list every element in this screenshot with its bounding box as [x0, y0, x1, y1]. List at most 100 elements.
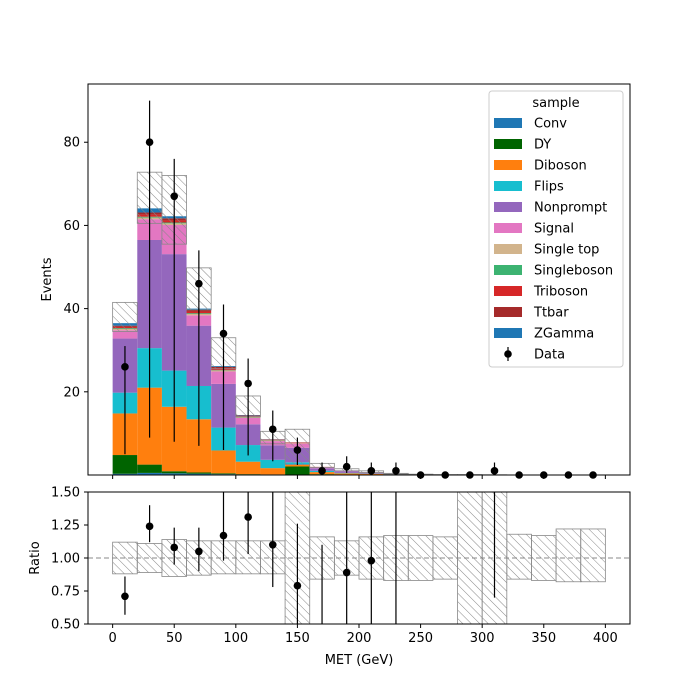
legend-entry-label: Nonprompt — [534, 201, 607, 216]
x-axis-label: MET (GeV) — [325, 653, 394, 668]
ratio-point — [342, 568, 351, 577]
ratio-point — [121, 592, 129, 601]
bar-diboson — [285, 464, 310, 467]
x-tick-label: 50 — [166, 631, 183, 646]
bar-dy — [186, 472, 212, 474]
legend: sample Conv DY Diboson Flips Nonprompt Signal S… — [488, 90, 624, 368]
main-y-tick-label: 80 — [63, 136, 80, 151]
ratio-uncertainty-band — [580, 528, 606, 583]
ratio-y-axis-label: Ratio — [28, 541, 43, 574]
mc-uncertainty-band — [112, 301, 138, 332]
bar-dy — [161, 471, 187, 474]
x-tick-label: 300 — [470, 631, 495, 646]
legend-box — [488, 90, 624, 368]
x-tick-label: 0 — [108, 631, 116, 646]
legend-entry-label: ZGamma — [534, 327, 594, 342]
ratio-point — [367, 556, 376, 565]
legend-entry-label: Data — [534, 348, 565, 363]
legend-entry-label: Flips — [534, 180, 564, 195]
data-point — [490, 467, 499, 475]
legend-entry-label: Triboson — [533, 285, 588, 300]
data-point — [195, 279, 203, 288]
x-tick-label: 200 — [347, 631, 372, 646]
ratio-panel — [88, 492, 630, 624]
data-point — [318, 467, 326, 475]
ratio-y-tick-label: 0.75 — [51, 585, 80, 600]
legend-swatch — [494, 181, 522, 191]
data-point — [367, 467, 376, 475]
x-tick-label: 350 — [531, 631, 556, 646]
ratio-y-tick-label: 0.50 — [51, 618, 80, 633]
data-point — [392, 467, 400, 475]
data-point — [342, 462, 351, 471]
legend-entry-label: Conv — [534, 117, 567, 132]
legend-swatch — [494, 223, 522, 233]
legend-swatch — [494, 307, 522, 317]
data-point — [145, 138, 154, 147]
main-panel — [112, 100, 597, 479]
ratio-y-tick-label: 1.50 — [51, 486, 80, 501]
bar-conv — [137, 472, 162, 475]
bar-diboson — [235, 461, 261, 475]
bar-dy — [285, 466, 310, 475]
legend-swatch — [494, 118, 522, 128]
legend-swatch — [494, 244, 522, 254]
ratio-uncertainty-band — [136, 543, 163, 573]
x-tick-label: 100 — [223, 631, 248, 646]
legend-entry-label: Single top — [534, 243, 599, 258]
bar-conv — [186, 473, 212, 475]
legend-entry-label: Singleboson — [534, 264, 613, 279]
legend-entry-label: DY — [534, 138, 551, 153]
data-point — [219, 329, 228, 338]
legend-title: sample — [532, 96, 579, 111]
legend-entry-label: Signal — [534, 222, 574, 237]
bar-dy — [137, 464, 162, 473]
legend-swatch — [494, 286, 522, 296]
stack-bars — [112, 171, 508, 475]
ratio-point — [244, 513, 252, 521]
ratio-y-tick-label: 1.00 — [51, 552, 80, 567]
bar-dy — [112, 455, 138, 474]
ratio-point — [145, 522, 154, 531]
bar-diboson — [260, 468, 286, 475]
ratio-point — [195, 547, 203, 556]
main-y-axis-label: Events — [40, 257, 55, 301]
data-point — [121, 363, 129, 371]
ratio-uncertainty-band — [506, 533, 532, 580]
ratio-point — [268, 541, 277, 549]
ratio-uncertainty-band — [555, 528, 582, 583]
legend-swatch — [494, 160, 522, 170]
bar-diboson — [211, 450, 236, 474]
bar-conv — [112, 473, 138, 475]
ratio-point — [293, 581, 302, 590]
data-point — [244, 379, 252, 388]
ratio-point — [219, 531, 228, 540]
bar-dy — [211, 473, 236, 475]
main-y-tick-label: 20 — [63, 385, 80, 400]
legend-swatch — [494, 265, 522, 275]
data-point — [170, 192, 179, 201]
data-point — [293, 446, 302, 454]
bar-flips — [260, 459, 286, 469]
legend-swatch — [494, 139, 522, 149]
axes-layer: 0 50 100 150 200 250 300 350 400 MET (GeV) 20 40 60 8… — [28, 83, 631, 668]
x-tick-label: 400 — [593, 631, 618, 646]
x-tick-label: 250 — [408, 631, 433, 646]
legend-entry-label: Diboson — [534, 159, 587, 174]
bar-conv — [161, 473, 187, 475]
main-y-tick-label: 40 — [63, 302, 80, 317]
x-tick-label: 150 — [285, 631, 310, 646]
legend-entry-label: Ttbar — [533, 306, 569, 321]
legend-swatch — [494, 202, 522, 212]
legend-swatch — [494, 328, 522, 338]
legend-data-marker — [504, 350, 512, 358]
ratio-point — [170, 543, 179, 552]
ratio-y-tick-label: 1.25 — [51, 519, 80, 534]
ratio-uncertainty-band — [457, 492, 483, 624]
bar-diboson — [334, 473, 359, 475]
main-y-tick-label: 60 — [63, 219, 80, 234]
data-point — [268, 425, 277, 434]
ratio-plot — [88, 492, 630, 624]
